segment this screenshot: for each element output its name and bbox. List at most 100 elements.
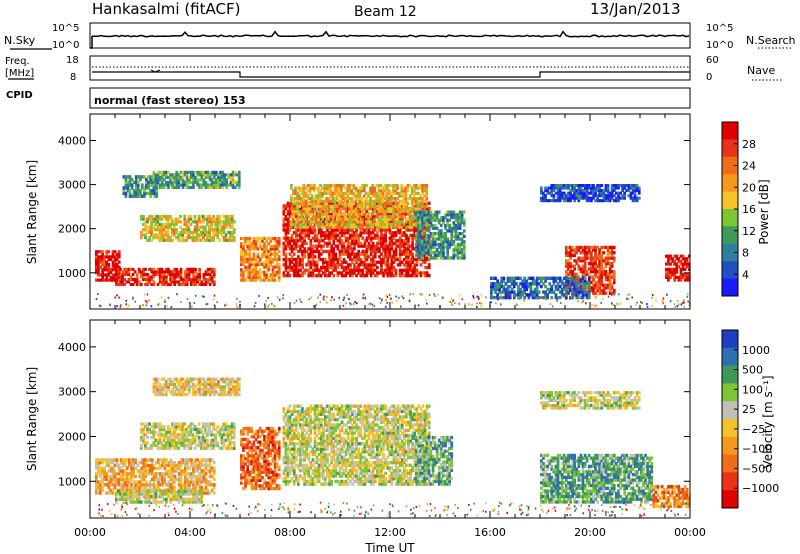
range-time-cell — [228, 225, 232, 229]
range-time-cell — [304, 186, 308, 190]
range-time-cell — [181, 178, 185, 182]
range-time-cell — [215, 178, 218, 182]
range-time-cell — [400, 225, 404, 229]
range-time-cell — [208, 228, 211, 232]
range-time-cell — [321, 217, 324, 221]
range-time-cell — [333, 212, 337, 216]
range-time-cell — [411, 247, 414, 251]
range-time-cell — [191, 230, 195, 234]
range-time-cell — [334, 257, 338, 262]
range-time-cell — [223, 180, 226, 184]
range-time-cell — [179, 275, 183, 279]
range-time-cell — [495, 302, 497, 305]
range-time-cell — [336, 247, 340, 251]
range-time-cell — [166, 230, 170, 234]
range-time-cell — [373, 255, 377, 259]
range-time-cell — [404, 204, 408, 208]
range-time-cell — [204, 272, 208, 276]
range-time-cell — [351, 249, 354, 254]
range-time-cell — [202, 173, 206, 177]
range-time-cell — [340, 271, 344, 275]
range-time-cell — [221, 175, 224, 179]
range-time-cell — [101, 268, 104, 272]
range-time-cell — [321, 194, 324, 198]
range-time-cell — [162, 185, 166, 189]
range-time-cell — [323, 225, 326, 229]
range-time-cell — [303, 239, 306, 243]
range-time-cell — [242, 236, 245, 241]
range-time-cell — [328, 265, 331, 270]
range-time-cell — [312, 202, 316, 206]
range-time-cell — [273, 257, 277, 261]
range-time-cell — [115, 270, 118, 274]
range-time-cell — [156, 270, 160, 274]
nsearch-label: N.Search — [746, 34, 796, 47]
range-time-cell — [231, 173, 235, 177]
range-time-cell — [187, 233, 191, 237]
range-time-cell — [179, 267, 183, 271]
range-time-cell — [330, 217, 333, 221]
range-time-cell — [200, 282, 204, 286]
range-time-cell — [252, 273, 256, 277]
range-time-cell — [192, 183, 195, 187]
range-time-cell — [175, 275, 179, 279]
range-time-cell — [269, 244, 273, 248]
range-time-cell — [379, 222, 383, 227]
range-time-cell — [101, 257, 104, 262]
range-time-cell — [197, 238, 201, 242]
range-time-cell — [298, 189, 301, 193]
range-time-cell — [326, 263, 329, 267]
range-time-cell — [394, 233, 398, 238]
range-time-cell — [377, 184, 381, 188]
range-time-cell — [384, 268, 387, 272]
frequency-panel: Freq. [MHz] 18 8 60 0 Nave — [5, 55, 782, 83]
range-time-cell — [166, 228, 170, 232]
range-time-cell — [579, 295, 582, 298]
range-time-cell — [310, 199, 314, 203]
range-time-cell — [357, 271, 360, 275]
range-time-cell — [396, 186, 399, 190]
range-time-cell — [179, 277, 183, 281]
range-time-cell — [351, 228, 354, 232]
range-time-cell — [284, 274, 288, 278]
range-time-cell — [308, 202, 312, 206]
range-time-cell — [325, 212, 329, 216]
range-time-cell — [290, 236, 294, 240]
range-time-cell — [166, 217, 170, 221]
range-time-cell — [195, 236, 199, 240]
range-time-cell — [286, 265, 290, 270]
range-time-cell — [319, 212, 322, 216]
range-time-cell — [346, 255, 350, 259]
range-time-cell — [388, 263, 392, 267]
range-time-cell — [284, 244, 288, 248]
range-time-cell — [323, 191, 326, 195]
range-time-cell — [349, 274, 352, 278]
range-time-cell — [240, 247, 243, 251]
range-time-cell — [208, 185, 212, 189]
range-time-cell — [248, 268, 252, 272]
range-time-cell — [224, 214, 228, 219]
range-time-cell — [111, 273, 115, 277]
range-time-cell — [396, 244, 400, 248]
range-time-cell — [409, 257, 412, 262]
range-time-cell — [388, 268, 392, 272]
range-time-cell — [655, 299, 657, 302]
range-time-cell — [228, 214, 232, 219]
range-time-cell — [212, 282, 216, 286]
range-time-cell — [175, 270, 179, 274]
range-time-cell — [377, 220, 381, 224]
range-time-cell — [308, 189, 312, 193]
range-time-cell — [288, 263, 292, 267]
range-time-cell — [382, 249, 385, 254]
range-time-cell — [273, 270, 277, 274]
range-time-cell — [350, 202, 354, 206]
range-time-cell — [113, 250, 117, 254]
range-time-cell — [142, 277, 145, 281]
range-time-cell — [296, 220, 299, 224]
range-time-cell — [387, 199, 391, 203]
range-time-cell — [331, 222, 335, 227]
range-time-cell — [328, 231, 331, 235]
range-time-cell — [373, 189, 376, 193]
range-time-cell — [332, 263, 336, 267]
range-time-cell — [357, 263, 360, 267]
